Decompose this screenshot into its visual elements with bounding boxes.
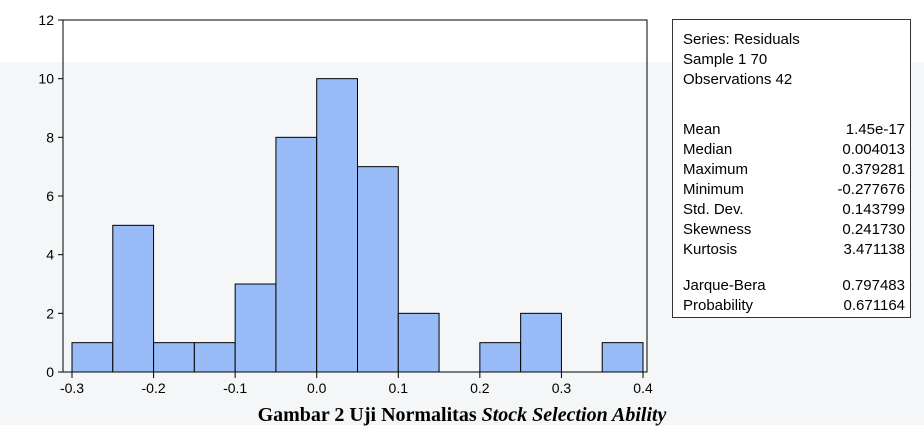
stat-value: 1.45e-17: [845, 121, 905, 138]
stat-row-probability: Probability 0.671164: [683, 296, 905, 316]
stat-value: 0.241730: [842, 221, 905, 238]
caption-text: Gambar 2 Uji Normalitas: [257, 404, 482, 426]
stat-row-kurtosis: Kurtosis 3.471138: [683, 240, 905, 260]
stat-value: -0.277676: [837, 181, 905, 198]
x-tick-label: -0.3: [60, 380, 84, 396]
y-tick-label: 6: [46, 188, 54, 204]
stat-label: Skewness: [683, 221, 752, 238]
figure-caption: Gambar 2 Uji Normalitas Stock Selection …: [0, 404, 924, 427]
statistics-panel: Series: Residuals Sample 1 70 Observatio…: [672, 19, 911, 318]
histogram-bar: [357, 166, 399, 373]
stat-row-jarque-bera: Jarque-Bera 0.797483: [683, 276, 905, 296]
stat-value: 0.379281: [842, 161, 905, 178]
caption-italic-text: Stock Selection Ability: [481, 404, 667, 426]
stat-label: Probability: [683, 297, 754, 314]
y-tick-label: 0: [46, 364, 54, 380]
histogram-bars: [71, 78, 644, 373]
y-tick-label: 12: [38, 12, 54, 28]
y-tick-label: 8: [46, 129, 54, 145]
stat-value: 0.671164: [843, 297, 905, 314]
x-axis: -0.3 -0.2 -0.1 0.0 0.1 0.2 0.3 0.4: [60, 372, 653, 396]
x-tick-label: 0.3: [552, 380, 572, 396]
histogram-bar: [153, 342, 195, 373]
stats-header: Series: Residuals Sample 1 70 Observatio…: [683, 30, 800, 90]
histogram-bar: [71, 342, 114, 373]
stat-label: Minimum: [683, 181, 744, 198]
series-name: Series: Residuals: [683, 31, 800, 48]
y-tick-label: 10: [38, 71, 54, 87]
histogram-bar: [193, 342, 236, 373]
histogram-bar: [234, 283, 277, 373]
x-tick-label: -0.2: [142, 380, 166, 396]
stat-label: Kurtosis: [683, 241, 738, 258]
stat-label: Median: [683, 141, 733, 158]
stat-label: Jarque-Bera: [683, 277, 766, 294]
histogram-bar: [479, 342, 522, 373]
x-tick-label: -0.1: [223, 380, 247, 396]
observation-count: Observations 42: [683, 71, 793, 88]
x-tick-label: 0.4: [633, 380, 653, 396]
sample-range: Sample 1 70: [683, 51, 768, 68]
stat-row-std-dev: Std. Dev. 0.143799: [683, 200, 905, 220]
y-tick-label: 4: [46, 247, 54, 263]
x-tick-label: 0.1: [389, 380, 409, 396]
histogram-bar: [601, 342, 644, 373]
stat-label: Mean: [683, 121, 721, 138]
stat-label: Std. Dev.: [683, 201, 744, 218]
histogram-bar: [520, 312, 562, 373]
stat-row-skewness: Skewness 0.241730: [683, 220, 905, 240]
y-axis: 0 2 4 6 8 10 12: [38, 12, 63, 380]
histogram-bar: [112, 224, 155, 373]
stat-label: Maximum: [683, 161, 749, 178]
x-tick-label: 0.2: [470, 380, 490, 396]
x-tick-label: 0.0: [307, 380, 327, 396]
stat-row-minimum: Minimum -0.277676: [683, 180, 905, 200]
stat-row-median: Median 0.004013: [683, 140, 905, 160]
histogram-bar: [275, 136, 318, 373]
stat-value: 0.797483: [842, 277, 905, 294]
stat-value: 0.004013: [842, 141, 905, 158]
stat-row-maximum: Maximum 0.379281: [683, 160, 905, 180]
stat-value: 3.471138: [843, 241, 905, 258]
stat-value: 0.143799: [842, 201, 905, 218]
y-tick-label: 2: [46, 305, 54, 321]
stat-row-mean: Mean 1.45e-17: [683, 120, 905, 140]
histogram-bar: [397, 312, 440, 373]
histogram-bar: [316, 78, 359, 373]
